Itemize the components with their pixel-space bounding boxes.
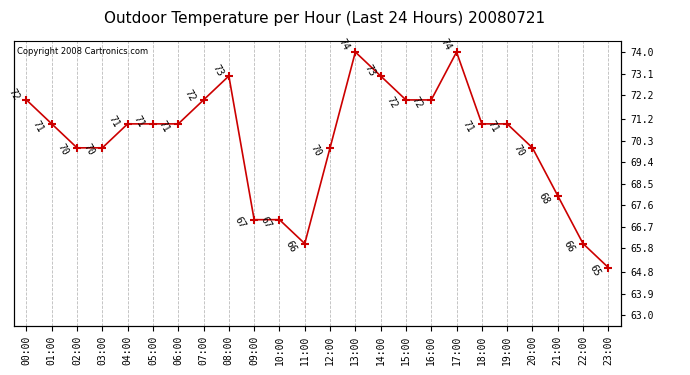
Text: 71: 71 xyxy=(30,119,45,134)
Text: 65: 65 xyxy=(587,263,602,278)
Text: 70: 70 xyxy=(56,142,70,157)
Text: 72: 72 xyxy=(182,88,197,104)
Text: Outdoor Temperature per Hour (Last 24 Hours) 20080721: Outdoor Temperature per Hour (Last 24 Ho… xyxy=(104,11,545,26)
Text: Copyright 2008 Cartronics.com: Copyright 2008 Cartronics.com xyxy=(17,47,148,56)
Text: 72: 72 xyxy=(385,95,400,110)
Text: 74: 74 xyxy=(337,38,351,52)
Text: 72: 72 xyxy=(410,95,424,110)
Text: 74: 74 xyxy=(438,38,453,52)
Text: 66: 66 xyxy=(284,239,298,254)
Text: 73: 73 xyxy=(210,63,225,78)
Text: 70: 70 xyxy=(309,143,324,158)
Text: 71: 71 xyxy=(157,119,172,134)
Text: 71: 71 xyxy=(461,119,475,134)
Text: 67: 67 xyxy=(233,215,248,230)
Text: 71: 71 xyxy=(486,119,500,134)
Text: 71: 71 xyxy=(106,114,121,129)
Text: 70: 70 xyxy=(81,142,96,157)
Text: 68: 68 xyxy=(537,191,551,206)
Text: 67: 67 xyxy=(258,215,273,230)
Text: 72: 72 xyxy=(7,87,21,102)
Text: 66: 66 xyxy=(562,239,576,254)
Text: 71: 71 xyxy=(132,114,146,129)
Text: 70: 70 xyxy=(511,143,526,158)
Text: 73: 73 xyxy=(362,63,377,78)
